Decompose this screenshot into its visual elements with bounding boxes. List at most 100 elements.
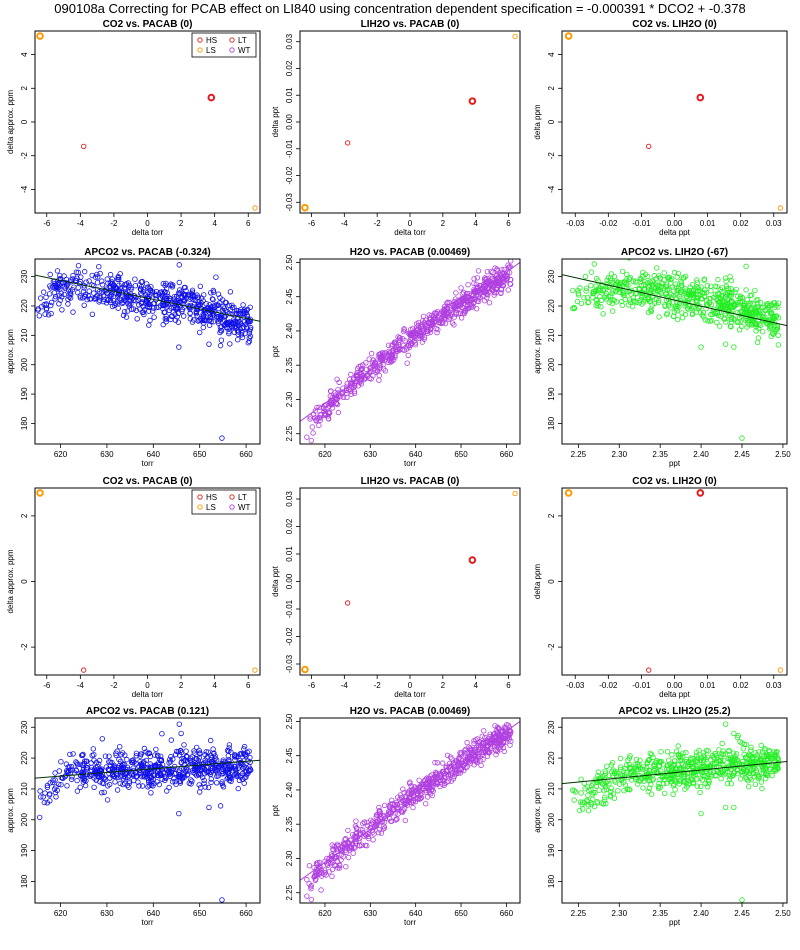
data-point [335,409,342,416]
data-point [228,778,234,785]
data-point [47,271,53,278]
y-tick-label: -2 [20,152,29,160]
plot-frame [561,258,788,445]
y-tick-label: 2.50 [285,254,294,270]
data-point [425,319,431,326]
data-point [81,777,87,784]
data-point [684,295,690,302]
data-point [52,284,58,291]
x-tick-label: 2 [441,219,446,228]
data-point [106,781,113,788]
data-point [718,760,724,767]
data-point [312,870,319,876]
data-point [149,308,156,314]
data-point [474,275,480,281]
data-point [704,754,711,760]
data-point [648,308,654,315]
data-point [688,305,695,311]
data-point [88,764,95,771]
data-point [222,322,228,328]
data-point [571,797,577,803]
data-point [441,306,447,312]
data-point [478,762,484,769]
y-tick-label: -0.01 [285,139,294,158]
data-point [114,276,121,283]
x-axis-label: ppt [669,918,681,927]
data-point [630,278,636,284]
data-point [167,759,174,765]
x-tick-label: 4 [212,681,217,690]
data-point [593,783,600,789]
data-point [210,287,216,294]
x-tick-label: -0.03 [566,681,585,690]
data-point [195,301,201,308]
data-point [148,790,154,796]
data-point [205,753,211,760]
x-tick-label: 0.02 [733,219,749,228]
data-point [310,430,316,436]
data-point [198,318,204,324]
data-point [759,765,766,771]
data-point [775,332,781,339]
legend-label-HS: HS [206,493,217,502]
fit-line [35,759,260,779]
data-point [697,789,703,796]
data-point [750,766,756,772]
data-point [505,287,511,293]
data-point [690,294,696,300]
data-point [361,819,367,825]
panel-11: H2O vs. PACAB (0.00469) 620 630 640 650 660 2.… [271,706,521,927]
data-point [126,301,132,307]
data-point [227,341,233,347]
data-point [487,743,494,750]
data-point [119,300,125,306]
data-point [345,827,351,834]
data-point [717,323,723,329]
data-point [307,416,313,422]
data-point [239,325,245,331]
data-point [468,304,474,310]
data-point [99,282,106,288]
data-point [585,299,592,305]
data-point [307,414,313,420]
data-point [206,770,212,776]
data-point [719,740,725,747]
data-point [649,751,655,758]
data-point [234,337,241,343]
x-tick-label: 0.01 [700,219,716,228]
y-tick-label: 0.01 [285,546,294,562]
data-point [616,781,623,787]
data-point [663,284,669,290]
data-point [647,279,653,285]
data-point [183,295,189,301]
data-point [171,294,178,300]
x-tick-label: 2.50 [775,909,791,918]
data-point [608,293,614,299]
data-point [719,299,726,305]
data-point [178,730,184,737]
data-point [97,297,103,303]
panel-title: LIH2O vs. PACAB (0) [361,19,460,30]
data-point [620,768,627,774]
data-point [415,796,421,802]
data-point [743,287,749,293]
data-point [682,786,688,792]
data-point [335,387,341,393]
data-point [120,776,127,782]
panel-title: H2O vs. PACAB (0.00469) [350,706,470,717]
data-point [195,772,202,778]
data-point [494,266,500,272]
legend-marker-LT [229,37,235,43]
data-point [162,774,169,780]
data-point [665,275,671,281]
data-point [227,289,234,295]
data-point [756,749,762,755]
data-point [59,307,65,313]
data-point [237,759,243,766]
y-tick-label: 0.02 [285,518,294,534]
data-point [627,753,633,759]
marks [36,489,258,673]
y-tick-label: 2 [20,86,29,91]
data-point-HS [344,600,351,606]
data-point [578,790,584,796]
